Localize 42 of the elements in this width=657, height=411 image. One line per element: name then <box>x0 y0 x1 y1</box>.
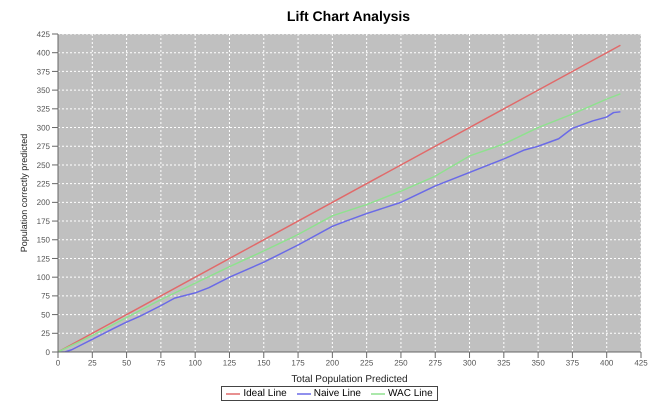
y-tick-label: 125 <box>36 254 51 264</box>
y-tick-label: 0 <box>46 348 51 357</box>
legend-label: WAC Line <box>386 388 433 399</box>
x-axis-title: Total Population Predicted <box>291 374 408 385</box>
x-tick-label: 100 <box>188 358 202 368</box>
y-axis-title: Population correctly predicted <box>19 134 30 252</box>
y-tick-label: 400 <box>36 48 51 58</box>
y-tick-label: 300 <box>36 123 51 132</box>
y-tick-label: 100 <box>36 273 51 282</box>
y-tick-label: 425 <box>36 30 51 39</box>
y-tick-label: 225 <box>36 179 51 188</box>
x-tick-label: 150 <box>257 358 271 368</box>
x-tick-label: 50 <box>122 358 132 368</box>
legend-label: Ideal Line <box>242 388 287 399</box>
y-tick-label: 350 <box>36 86 51 95</box>
x-tick-label: 300 <box>462 358 477 368</box>
y-tick-label: 175 <box>36 216 51 226</box>
y-tick-label: 375 <box>36 67 51 76</box>
y-tick-label: 250 <box>36 160 51 170</box>
y-tick-label: 200 <box>36 198 51 208</box>
y-tick-label: 50 <box>41 310 51 320</box>
x-tick-label: 25 <box>88 358 98 368</box>
y-tick-label: 150 <box>36 236 51 245</box>
y-tick-label: 325 <box>36 104 51 114</box>
x-tick-label: 225 <box>360 358 374 368</box>
x-tick-label: 350 <box>531 358 546 368</box>
y-tick-label: 275 <box>36 142 51 152</box>
x-tick-label: 425 <box>634 358 648 368</box>
x-tick-label: 175 <box>291 358 306 368</box>
x-tick-label: 0 <box>56 358 61 368</box>
x-tick-label: 375 <box>566 358 580 368</box>
x-tick-label: 325 <box>497 358 512 368</box>
x-tick-label: 400 <box>600 358 614 368</box>
y-tick-label: 25 <box>41 329 51 338</box>
x-tick-label: 250 <box>394 358 408 368</box>
x-tick-label: 125 <box>222 358 237 368</box>
x-tick-label: 200 <box>326 358 340 368</box>
chart-title: Lift Chart Analysis <box>286 8 412 26</box>
legend-label: Naive Line <box>312 388 361 399</box>
y-tick-label: 75 <box>41 292 51 301</box>
x-tick-label: 275 <box>428 358 442 368</box>
x-tick-label: 75 <box>156 358 166 368</box>
